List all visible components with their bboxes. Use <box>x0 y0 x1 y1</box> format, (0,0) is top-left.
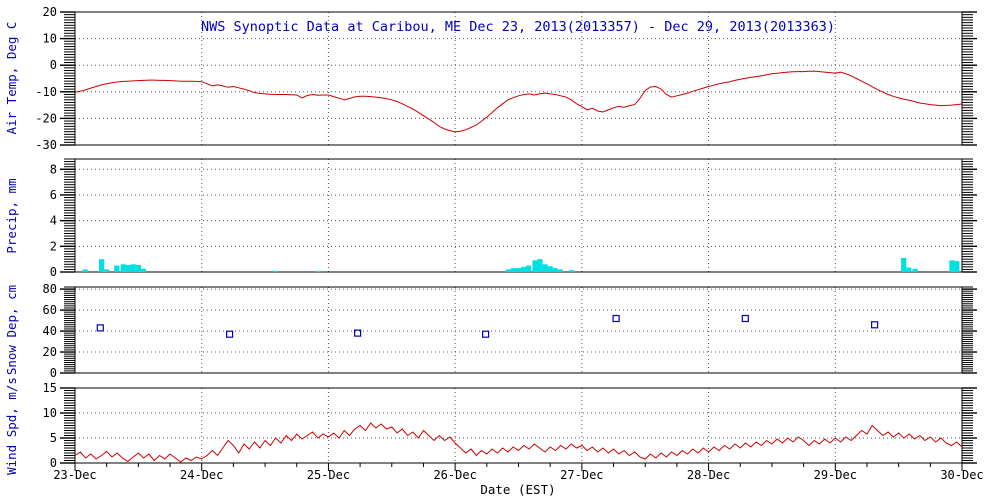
precip-bar <box>104 269 110 272</box>
precip-bar <box>521 266 527 272</box>
y-tick-label: 10 <box>43 32 57 46</box>
x-tick-label: 26-Dec <box>433 468 476 482</box>
y-axis-label-air-temp: Air Temp, Deg C <box>4 22 19 135</box>
y-tick-label: 80 <box>43 282 57 296</box>
precip-bar <box>526 265 532 272</box>
x-axis: 23-Dec 24-Dec 25-Dec 26-Dec 27-Dec 28-Dec 29-D… <box>53 463 984 482</box>
y-tick-label: 10 <box>43 406 57 420</box>
precip-bar <box>315 271 321 272</box>
y-tick-label: 6 <box>50 188 57 202</box>
y-tick-label: 0 <box>50 456 57 470</box>
precip-bar <box>515 268 522 272</box>
precip-bar <box>130 264 136 272</box>
y-tick-label: 0 <box>50 58 57 72</box>
x-axis-label: Date (EST) <box>480 482 555 497</box>
y-tick-label: 5 <box>50 431 57 445</box>
air-temp-panel: 20 10 0 -10 -20 -30 <box>35 5 977 152</box>
x-tick-label: 28-Dec <box>687 468 730 482</box>
snow-depth-marker <box>482 330 490 338</box>
x-tick-label: 30-Dec <box>940 468 983 482</box>
y-tick-label: -20 <box>35 111 57 125</box>
precip-bar <box>135 264 141 272</box>
precip-bar <box>954 261 960 272</box>
precip-bar <box>510 268 516 272</box>
snow-depth-marker <box>870 321 879 329</box>
panel-frame <box>74 158 963 273</box>
chart-title: NWS Synoptic Data at Caribou, ME Dec 23,… <box>201 19 835 35</box>
precip-bar <box>912 268 918 272</box>
snow-depth-marker <box>354 329 362 337</box>
precip-bar <box>505 269 511 272</box>
wind-speed-line <box>74 422 963 463</box>
snow-depth-marker <box>96 324 104 332</box>
precip-panel: 8 6 4 2 0 <box>50 158 977 279</box>
precip-bar <box>552 268 558 272</box>
y-axis-label-wind-speed: Wind Spd, m/s <box>4 377 19 475</box>
precip-bar <box>272 270 278 272</box>
snow-depth-marker <box>612 314 620 323</box>
precip-bar <box>542 264 548 272</box>
precip-bar <box>901 257 907 272</box>
panel-frame <box>74 387 963 464</box>
precip-bar <box>114 265 120 272</box>
snow-depth-marker <box>741 314 749 323</box>
snow-depth-marker <box>226 330 234 338</box>
x-tick-label: 29-Dec <box>814 468 857 482</box>
precip-bar <box>949 260 955 272</box>
snow-depth-panel: 80 60 40 20 0 <box>43 282 977 380</box>
x-tick-label: 24-Dec <box>180 468 223 482</box>
y-tick-label: 4 <box>50 214 57 228</box>
x-tick-label: 25-Dec <box>307 468 350 482</box>
y-axis-label-snow-depth: Snow Dep, cm <box>4 285 19 375</box>
y-tick-label: -30 <box>35 138 57 152</box>
y-tick-label: 8 <box>50 162 57 176</box>
precip-bar <box>532 260 538 272</box>
precip-bar <box>537 259 543 272</box>
precip-bar <box>140 268 146 272</box>
precip-bar <box>557 269 563 272</box>
x-tick-label: 27-Dec <box>560 468 603 482</box>
y-tick-label: 40 <box>43 324 57 338</box>
precip-bar <box>906 267 912 272</box>
precip-bar <box>125 264 131 272</box>
precip-bar <box>569 270 575 272</box>
y-tick-label: 15 <box>43 381 57 395</box>
panel-frame <box>74 286 963 374</box>
precip-bar <box>82 269 88 272</box>
y-axis-label-precip: Precip, mm <box>4 178 19 253</box>
y-tick-label: 2 <box>50 239 57 253</box>
wind-speed-panel: 15 10 5 0 <box>43 381 977 470</box>
air-temp-line <box>74 70 963 133</box>
precip-bar <box>120 264 126 272</box>
precip-bar <box>99 259 105 272</box>
y-tick-label: 20 <box>43 345 57 359</box>
y-tick-label: 60 <box>43 303 57 317</box>
y-tick-label: -10 <box>35 85 57 99</box>
y-tick-label: 0 <box>50 265 57 279</box>
precip-bar <box>547 266 553 272</box>
x-tick-label: 23-Dec <box>53 468 96 482</box>
y-tick-label: 0 <box>50 366 57 380</box>
y-tick-label: 20 <box>43 5 57 19</box>
